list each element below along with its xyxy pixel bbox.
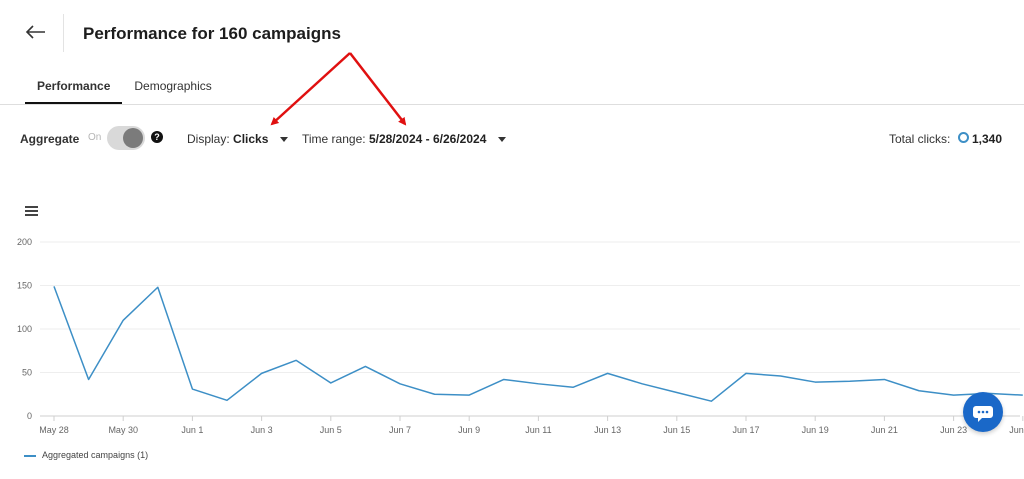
data-point xyxy=(709,399,713,403)
data-point xyxy=(52,284,56,288)
total-clicks-value: 1,340 xyxy=(972,132,1003,146)
caret-down-icon xyxy=(497,137,506,143)
toggle-knob xyxy=(123,128,143,148)
x-tick-label: Jun 9 xyxy=(458,425,480,435)
x-tick-label: Jun 11 xyxy=(525,425,551,435)
data-point xyxy=(502,377,506,381)
x-tick-label: Jun 13 xyxy=(594,425,621,435)
data-point xyxy=(675,391,679,395)
y-tick-label: 200 xyxy=(17,237,32,247)
series-line xyxy=(53,286,1023,402)
data-point xyxy=(536,382,540,386)
chat-bubble-icon xyxy=(973,406,993,422)
x-tick-label: Jun 15 xyxy=(663,425,690,435)
data-point xyxy=(606,371,610,375)
x-tick-label: Jun 7 xyxy=(389,425,411,435)
header-divider xyxy=(63,14,64,52)
data-point xyxy=(156,285,160,289)
data-point xyxy=(294,358,298,362)
x-tick-label: May 28 xyxy=(39,425,69,435)
data-point xyxy=(779,374,783,378)
aggregate-label: Aggregate xyxy=(20,132,80,146)
data-point xyxy=(952,393,956,397)
data-point xyxy=(121,318,125,322)
display-label: Display: xyxy=(187,132,230,146)
tabs-divider xyxy=(0,104,1024,105)
controls-bar: Aggregate On ? Display: Clicks Time rang… xyxy=(0,124,1024,154)
time-range-label: Time range: xyxy=(302,132,366,146)
y-tick-label: 100 xyxy=(17,324,32,334)
x-tick-label: Jun 3 xyxy=(251,425,273,435)
annotation-arrow xyxy=(349,52,407,126)
data-point xyxy=(640,382,644,386)
data-point xyxy=(225,398,229,402)
annotation-arrow xyxy=(270,52,351,126)
data-point xyxy=(398,382,402,386)
total-clicks-label: Total clicks: xyxy=(889,132,951,146)
page-title: Performance for 160 campaigns xyxy=(83,24,341,43)
data-point xyxy=(744,371,748,375)
data-point xyxy=(363,364,367,368)
series-marker-icon xyxy=(958,132,969,143)
caret-down-icon xyxy=(279,137,288,143)
data-point xyxy=(87,377,91,381)
x-tick-label: Jun 1 xyxy=(181,425,203,435)
tab-bar: Performance Demographics xyxy=(25,72,224,105)
arrow-left-icon xyxy=(25,25,45,39)
display-value: Clicks xyxy=(233,132,269,146)
toggle-state-label: On xyxy=(88,132,102,143)
data-point xyxy=(882,377,886,381)
y-tick-label: 0 xyxy=(27,411,32,421)
display-dropdown[interactable]: Display: Clicks xyxy=(187,132,288,146)
tab-demographics[interactable]: Demographics xyxy=(134,79,212,93)
x-tick-label: Jun 19 xyxy=(802,425,829,435)
data-point xyxy=(917,389,921,393)
legend-label: Aggregated campaigns (1) xyxy=(42,450,149,460)
aggregate-toggle[interactable] xyxy=(107,126,145,150)
x-tick-label: Jun 17 xyxy=(732,425,759,435)
y-tick-label: 50 xyxy=(22,368,32,378)
y-tick-label: 150 xyxy=(17,281,32,291)
tab-performance[interactable]: Performance xyxy=(25,72,123,105)
chart-legend[interactable]: Aggregated campaigns (1) xyxy=(24,450,148,460)
clicks-line-chart: 0 50 100 150 200 May 28 May 30 Jun 1 Jun 3 Jun 5 J… xyxy=(17,237,1024,435)
x-tick-label: Jun 5 xyxy=(320,425,342,435)
data-point xyxy=(260,371,264,375)
chart-menu-icon[interactable] xyxy=(25,206,38,217)
time-range-value: 5/28/2024 - 6/26/2024 xyxy=(368,132,487,146)
data-point xyxy=(848,379,852,383)
chat-button[interactable] xyxy=(963,392,1003,432)
x-tick-label: Jun 23 xyxy=(940,425,967,435)
data-point xyxy=(813,380,817,384)
time-range-dropdown[interactable]: Time range: 5/28/2024 - 6/26/2024 xyxy=(302,132,506,146)
data-point xyxy=(571,385,575,389)
data-point xyxy=(467,393,471,397)
legend-line-marker xyxy=(24,454,36,457)
back-button[interactable] xyxy=(18,18,58,48)
x-tick-label: Jun 25 xyxy=(1009,425,1024,435)
x-tick-label: Jun 21 xyxy=(871,425,898,435)
data-point xyxy=(329,381,333,385)
data-point xyxy=(433,392,437,396)
x-tick-label: May 30 xyxy=(108,425,138,435)
data-point xyxy=(190,387,194,391)
help-icon[interactable]: ? xyxy=(151,131,163,143)
